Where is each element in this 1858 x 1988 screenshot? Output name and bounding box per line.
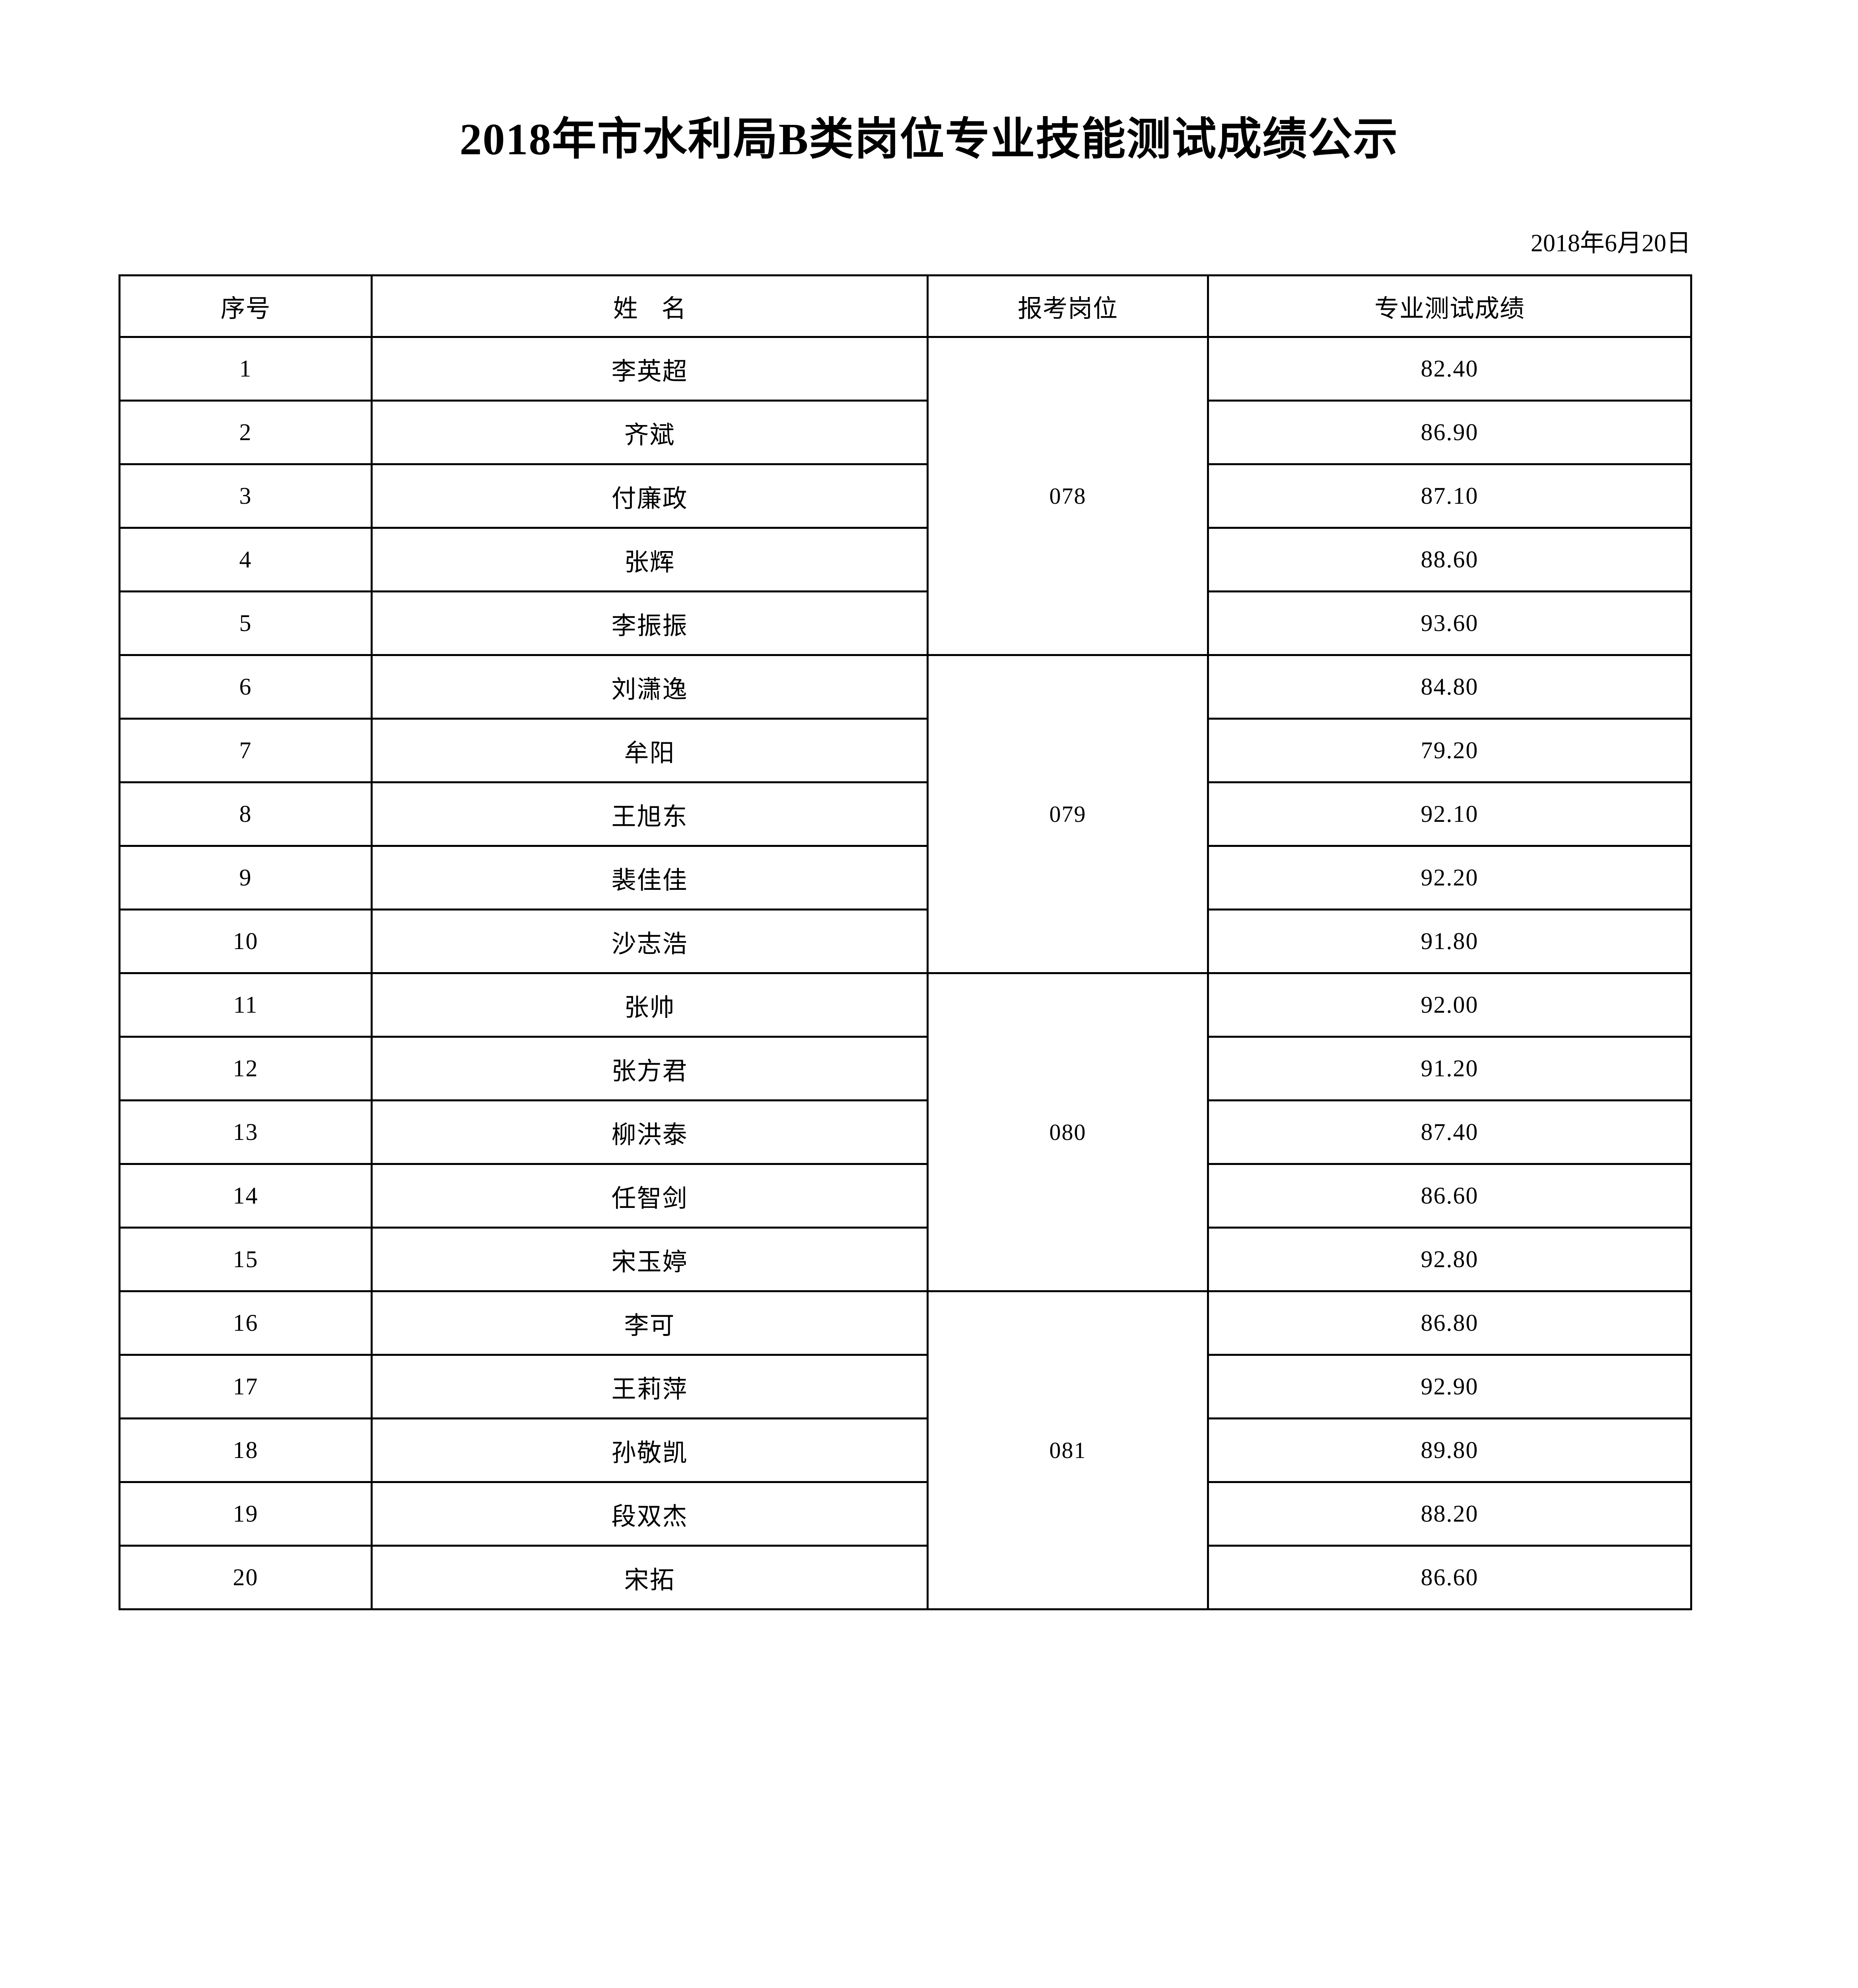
- column-header-sequence: 序号: [119, 274, 373, 338]
- cell-name: 王旭东: [371, 781, 929, 847]
- cell-score: 88.60: [1207, 527, 1692, 592]
- cell-sequence: 16: [119, 1290, 373, 1356]
- cell-name: 李英超: [371, 336, 929, 402]
- cell-score: 84.80: [1207, 654, 1692, 720]
- cell-sequence: 5: [119, 590, 373, 656]
- cell-sequence: 10: [119, 909, 373, 974]
- cell-score: 93.60: [1207, 590, 1692, 656]
- cell-sequence: 6: [119, 654, 373, 720]
- cell-score: 92.00: [1207, 972, 1692, 1038]
- cell-score: 92.90: [1207, 1354, 1692, 1419]
- cell-name: 宋拓: [371, 1545, 929, 1610]
- table-row: 6 刘潇逸 079 84.80: [119, 654, 1692, 974]
- table-row: 16 李可 081 86.80: [119, 1290, 1692, 1610]
- cell-score: 92.10: [1207, 781, 1692, 847]
- table-row: 18 孙敬凯 89.80: [119, 1417, 1692, 1483]
- cell-name: 王莉萍: [371, 1354, 929, 1419]
- cell-score: 91.80: [1207, 909, 1692, 974]
- cell-score: 86.80: [1207, 1290, 1692, 1356]
- cell-name: 宋玉婷: [371, 1227, 929, 1292]
- cell-post-code: 078: [927, 336, 1209, 656]
- cell-name: 张方君: [371, 1036, 929, 1101]
- cell-name: 张辉: [371, 527, 929, 592]
- cell-score: 87.10: [1207, 463, 1692, 529]
- cell-sequence: 8: [119, 781, 373, 847]
- column-header-name: 姓 名: [371, 274, 929, 338]
- cell-sequence: 7: [119, 718, 373, 783]
- cell-sequence: 2: [119, 400, 373, 465]
- column-header-score: 专业测试成绩: [1207, 274, 1692, 338]
- page-title: 2018年市水利局B类岗位专业技能测试成绩公示: [459, 115, 1399, 164]
- cell-sequence: 4: [119, 527, 373, 592]
- table-row: 8 王旭东 92.10: [119, 781, 1692, 847]
- table-row: 11 张帅 080 92.00: [119, 972, 1692, 1292]
- cell-sequence: 19: [119, 1481, 373, 1547]
- cell-score: 86.90: [1207, 400, 1692, 465]
- cell-name: 牟阳: [371, 718, 929, 783]
- cell-name: 张帅: [371, 972, 929, 1038]
- cell-sequence: 3: [119, 463, 373, 529]
- cell-sequence: 18: [119, 1417, 373, 1483]
- cell-name: 李可: [371, 1290, 929, 1356]
- cell-name: 孙敬凯: [371, 1417, 929, 1483]
- cell-sequence: 1: [119, 336, 373, 402]
- table-row: 20 宋拓 86.60: [119, 1545, 1692, 1610]
- table-row: 2 齐斌 86.90: [119, 400, 1692, 465]
- table-row: 15 宋玉婷 92.80: [119, 1227, 1692, 1292]
- cell-score: 87.40: [1207, 1099, 1692, 1165]
- cell-score: 89.80: [1207, 1417, 1692, 1483]
- cell-sequence: 20: [119, 1545, 373, 1610]
- score-table: 序号 姓 名 报考岗位 专业测试成绩 1 李英超 078 82.40 2 齐斌 86.90 3…: [119, 274, 1692, 1610]
- cell-score: 86.60: [1207, 1163, 1692, 1229]
- cell-sequence: 17: [119, 1354, 373, 1419]
- cell-sequence: 14: [119, 1163, 373, 1229]
- table-row: 3 付廉政 87.10: [119, 463, 1692, 529]
- cell-post-code: 079: [927, 654, 1209, 974]
- cell-name: 刘潇逸: [371, 654, 929, 720]
- cell-name: 付廉政: [371, 463, 929, 529]
- column-header-post: 报考岗位: [927, 274, 1209, 338]
- cell-post-code: 081: [927, 1290, 1209, 1610]
- table-body: 1 李英超 078 82.40 2 齐斌 86.90 3 付廉政 87.10 4 张辉 88.60 5 李振…: [119, 336, 1692, 1610]
- table-header: 序号 姓 名 报考岗位 专业测试成绩: [119, 274, 1692, 338]
- table-row: 10 沙志浩 91.80: [119, 909, 1692, 974]
- cell-sequence: 13: [119, 1099, 373, 1165]
- cell-post-code: 080: [927, 972, 1209, 1292]
- cell-sequence: 12: [119, 1036, 373, 1101]
- cell-sequence: 9: [119, 845, 373, 911]
- cell-name: 柳洪泰: [371, 1099, 929, 1165]
- table-row: 19 段双杰 88.20: [119, 1481, 1692, 1547]
- table-row: 12 张方君 91.20: [119, 1036, 1692, 1101]
- cell-score: 91.20: [1207, 1036, 1692, 1101]
- cell-sequence: 15: [119, 1227, 373, 1292]
- table-row: 5 李振振 93.60: [119, 590, 1692, 656]
- table-row: 13 柳洪泰 87.40: [119, 1099, 1692, 1165]
- table-header-row: 序号 姓 名 报考岗位 专业测试成绩: [119, 274, 1692, 338]
- cell-name: 齐斌: [371, 400, 929, 465]
- cell-score: 92.20: [1207, 845, 1692, 911]
- table-row: 17 王莉萍 92.90: [119, 1354, 1692, 1419]
- table-row: 9 裴佳佳 92.20: [119, 845, 1692, 911]
- cell-score: 82.40: [1207, 336, 1692, 402]
- cell-name: 李振振: [371, 590, 929, 656]
- cell-name: 任智剑: [371, 1163, 929, 1229]
- cell-score: 88.20: [1207, 1481, 1692, 1547]
- table-row: 14 任智剑 86.60: [119, 1163, 1692, 1229]
- table-row: 4 张辉 88.60: [119, 527, 1692, 592]
- cell-name: 段双杰: [371, 1481, 929, 1547]
- cell-name: 沙志浩: [371, 909, 929, 974]
- cell-sequence: 11: [119, 972, 373, 1038]
- cell-score: 92.80: [1207, 1227, 1692, 1292]
- cell-name: 裴佳佳: [371, 845, 929, 911]
- table-row: 7 牟阳 79.20: [119, 718, 1692, 783]
- table-row: 1 李英超 078 82.40: [119, 336, 1692, 656]
- publish-date: 2018年6月20日: [1530, 230, 1691, 257]
- cell-score: 79.20: [1207, 718, 1692, 783]
- cell-score: 86.60: [1207, 1545, 1692, 1610]
